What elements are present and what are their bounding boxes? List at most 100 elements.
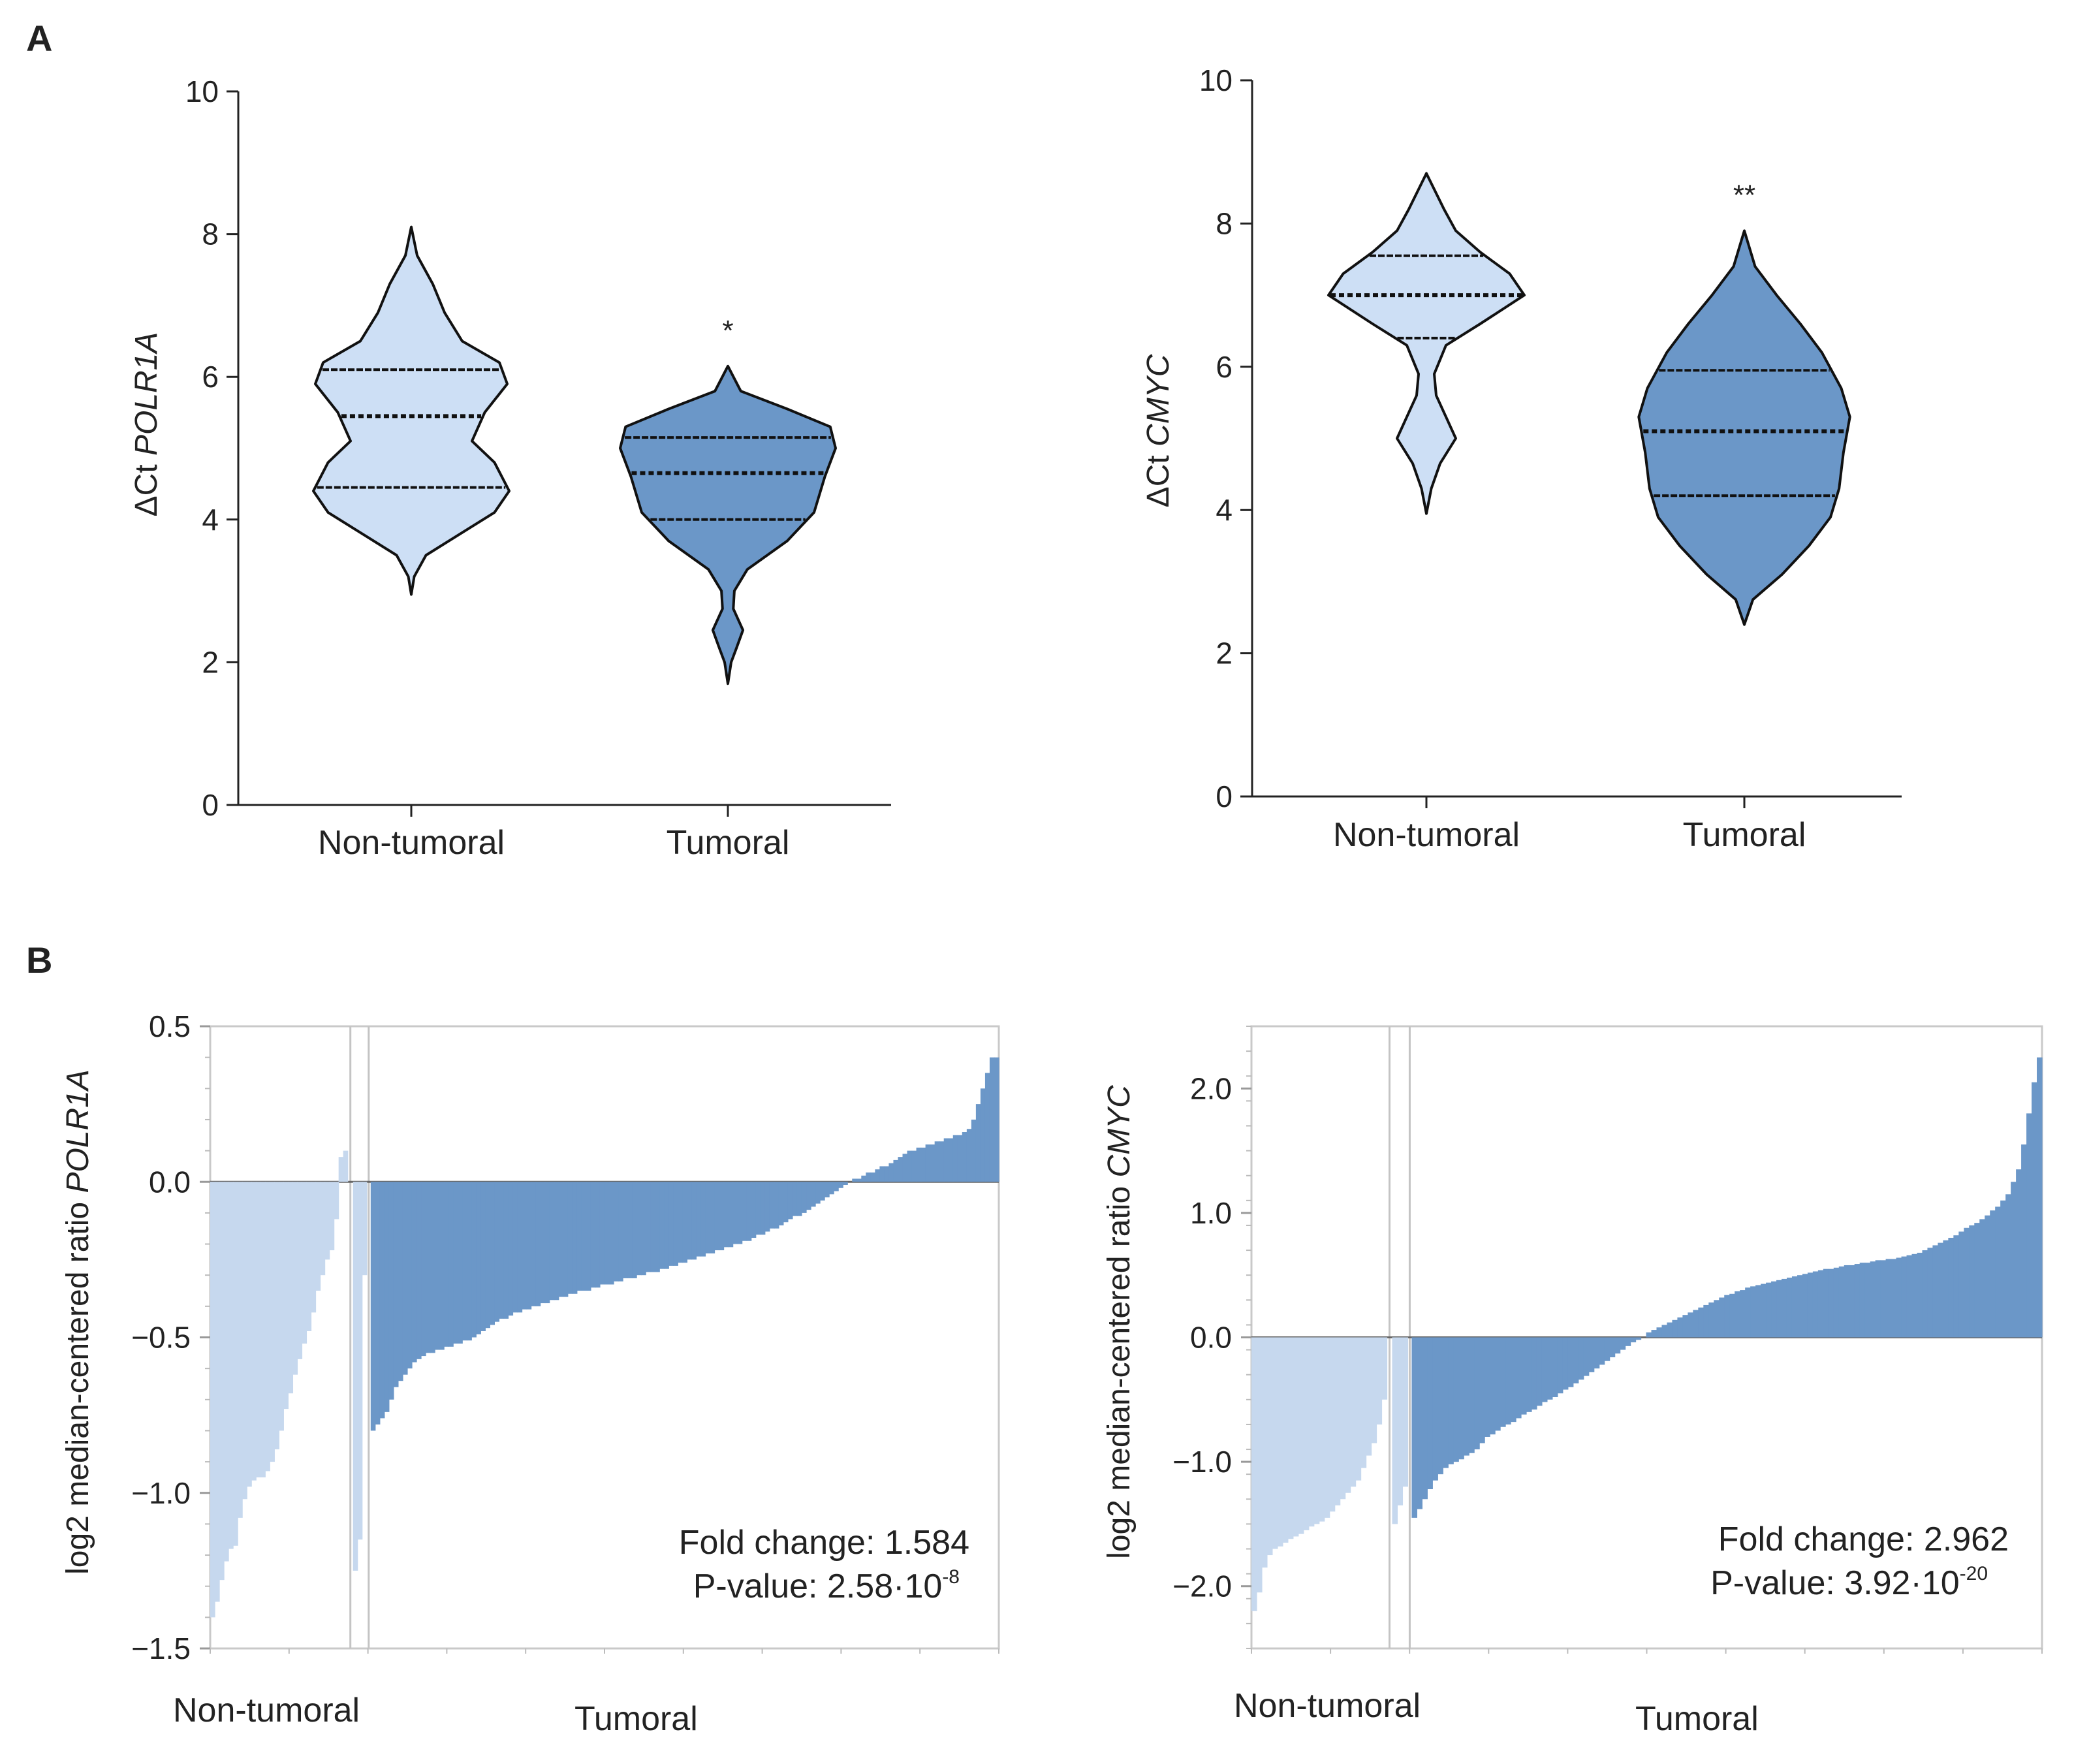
- bar-non-tumoral: [292, 1182, 298, 1375]
- bar-tumoral: [806, 1182, 811, 1210]
- bar-tumoral: [1620, 1337, 1626, 1350]
- bar-tumoral: [1896, 1257, 1902, 1338]
- bar-non-tumoral: [1277, 1337, 1283, 1547]
- bar-non-tumoral: [1282, 1337, 1289, 1543]
- category-label-non-tumoral: Non-tumoral: [318, 824, 505, 862]
- bar-tumoral: [421, 1182, 426, 1357]
- bar-non-tumoral: [251, 1182, 257, 1481]
- bar-tumoral: [755, 1182, 761, 1235]
- y-tick-label: 4: [1216, 493, 1233, 527]
- bar-tumoral: [1724, 1295, 1730, 1338]
- bar-tumoral: [2016, 1169, 2022, 1338]
- bar-tumoral: [1875, 1260, 1881, 1338]
- bar-tumoral: [632, 1182, 637, 1278]
- bar-non-tumoral: [315, 1182, 321, 1291]
- bar-tumoral: [834, 1182, 839, 1191]
- bar-tumoral-control: [1397, 1337, 1404, 1505]
- y-tick-label: 6: [1216, 350, 1233, 384]
- bar-tumoral: [1776, 1280, 1782, 1338]
- bar-tumoral: [1464, 1337, 1469, 1456]
- bar-tumoral: [586, 1182, 591, 1291]
- bar-tumoral: [476, 1182, 481, 1334]
- bar-tumoral-control: [1392, 1337, 1398, 1524]
- bar-tumoral: [2000, 1200, 2006, 1338]
- bar-non-tumoral: [1308, 1337, 1315, 1527]
- bar-tumoral: [678, 1182, 683, 1263]
- bar-tumoral: [448, 1182, 454, 1347]
- bar-tumoral: [1547, 1337, 1553, 1400]
- category-label-non-tumoral: Non-tumoral: [173, 1692, 360, 1729]
- bar-non-tumoral: [1371, 1337, 1377, 1443]
- bar-tumoral: [1667, 1322, 1673, 1338]
- bar-tumoral: [604, 1182, 610, 1285]
- y-tick-label: −2.0: [1172, 1569, 1232, 1603]
- bar-tumoral: [984, 1073, 990, 1182]
- bar-tumoral: [989, 1057, 995, 1182]
- y-tick-label: 1.0: [1190, 1196, 1232, 1230]
- bar-tumoral: [1791, 1276, 1798, 1338]
- y-axis-label-prefix: log2 median-centered ratio: [1102, 1177, 1137, 1558]
- bar-tumoral: [549, 1182, 555, 1300]
- axes: 0 2 4 6 8 10: [185, 74, 891, 822]
- bar-tumoral: [595, 1182, 601, 1288]
- bar-non-tumoral: [1366, 1337, 1372, 1456]
- fold-change-annotation: Fold change: 2.962: [1718, 1520, 2009, 1558]
- bar-tumoral: [888, 1163, 894, 1182]
- bar-tumoral: [1802, 1274, 1808, 1338]
- bar-tumoral-control: [1402, 1337, 1409, 1487]
- bar-tumoral: [1714, 1300, 1720, 1338]
- bar-tumoral: [535, 1182, 541, 1306]
- bar-tumoral: [458, 1182, 463, 1344]
- significance-marker: **: [1733, 179, 1755, 211]
- bar-non-tumoral: [1381, 1337, 1388, 1400]
- bar-tumoral: [411, 1182, 417, 1362]
- bar-tumoral: [1427, 1337, 1433, 1490]
- bar-tumoral: [714, 1182, 720, 1251]
- bar-tumoral: [700, 1182, 706, 1257]
- category-label-non-tumoral: Non-tumoral: [1333, 816, 1520, 854]
- bar-non-tumoral: [210, 1182, 215, 1618]
- bar-tumoral: [1682, 1315, 1688, 1338]
- bar-tumoral: [696, 1182, 702, 1257]
- bar-tumoral: [1677, 1317, 1683, 1338]
- y-tick-label: −1.0: [1172, 1445, 1232, 1479]
- bar-tumoral: [856, 1178, 862, 1182]
- bar-tumoral: [1745, 1287, 1751, 1338]
- bar-tumoral: [971, 1119, 977, 1182]
- pvalue-exponent: -8: [942, 1566, 960, 1588]
- bar-tumoral: [1469, 1337, 1475, 1453]
- y-axis-label-gene: POLR1A: [61, 1069, 95, 1193]
- bar-tumoral: [375, 1182, 381, 1425]
- bar-non-tumoral: [334, 1182, 339, 1220]
- bar-tumoral: [975, 1104, 981, 1182]
- bar-tumoral: [1541, 1337, 1548, 1402]
- bar-non-tumoral: [288, 1182, 294, 1394]
- pvalue-annotation: P-value: 2.58·10-8: [693, 1566, 960, 1605]
- bar-tumoral: [623, 1182, 628, 1278]
- y-tick-label: −0.5: [131, 1321, 191, 1355]
- bar-tumoral: [2021, 1144, 2027, 1338]
- bar-tumoral: [636, 1182, 642, 1276]
- bar-non-tumoral: [228, 1182, 234, 1549]
- bar-tumoral: [1432, 1337, 1438, 1481]
- y-tick-label: 2: [1216, 637, 1233, 670]
- category-label-tumoral: Tumoral: [667, 824, 790, 862]
- bar-tumoral: [1964, 1227, 1970, 1338]
- bar-tumoral: [576, 1182, 582, 1291]
- bar-tumoral: [1750, 1286, 1756, 1338]
- bar-tumoral: [416, 1182, 422, 1359]
- bar-non-tumoral: [247, 1182, 252, 1487]
- bar-tumoral: [1656, 1327, 1663, 1338]
- bar-tumoral: [1411, 1337, 1417, 1518]
- bar-tumoral: [1521, 1337, 1527, 1415]
- bar-tumoral: [1906, 1255, 1913, 1338]
- y-axis-label-gene: CMYC: [1102, 1085, 1137, 1178]
- bar-non-tumoral: [1376, 1337, 1383, 1425]
- bar-tumoral: [1828, 1268, 1834, 1338]
- bar-tumoral: [659, 1182, 665, 1269]
- bar-tumoral: [737, 1182, 743, 1244]
- violin-tumoral: [619, 364, 837, 685]
- bar-tumoral: [540, 1182, 546, 1304]
- bar-tumoral: [746, 1182, 752, 1241]
- violins: *: [312, 225, 837, 685]
